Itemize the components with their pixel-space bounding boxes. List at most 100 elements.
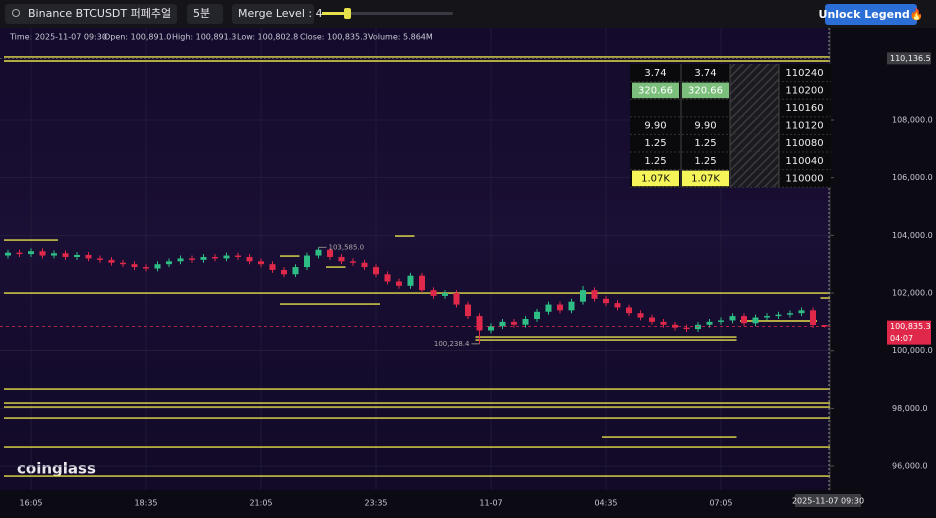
orderbook-cell: 3.74 — [644, 68, 666, 79]
candle-body — [108, 259, 115, 263]
candle-body — [810, 310, 816, 326]
x-tick-label: 11-07 — [479, 499, 502, 508]
candle-body — [557, 304, 563, 311]
info-item: Open: 100,891.0 — [104, 33, 171, 42]
candle-body — [787, 313, 793, 315]
orderbook-cell: 1.25 — [644, 138, 666, 149]
candle-body — [430, 290, 437, 296]
price-marker-label: 110,136.5 — [890, 54, 931, 63]
orderbook-highlight — [632, 82, 679, 99]
x-tick-label: 23:35 — [364, 499, 387, 508]
orderbook-cell: 110160 — [785, 103, 823, 114]
y-tick-label: 106,000.0 — [892, 173, 933, 182]
orderbook-cell: 110040 — [785, 156, 823, 167]
orderbook-cell: 1.07K — [691, 173, 720, 184]
candle-body — [154, 264, 161, 269]
y-tick-label: 104,000.0 — [892, 231, 933, 240]
candle-body — [246, 256, 253, 262]
candle-body — [28, 251, 34, 255]
candle-body — [752, 317, 759, 324]
slider-fill — [322, 12, 348, 15]
orderbook-cell: 110120 — [785, 121, 823, 132]
candle-body — [442, 293, 448, 296]
candle-body — [649, 317, 655, 322]
min-label: 100,238.4 — [434, 340, 470, 348]
candle-body — [741, 316, 747, 324]
x-tick-label: 21:05 — [249, 499, 272, 508]
slider-handle[interactable] — [344, 8, 351, 19]
orderbook-cell: 320.66 — [638, 85, 673, 96]
time-box — [795, 494, 861, 507]
orderbook-cell: 9.90 — [644, 121, 666, 132]
orderbook-cell: 110200 — [785, 85, 823, 96]
x-tick-label: 07:05 — [709, 499, 732, 508]
candle-body — [407, 275, 414, 286]
candle-body — [200, 256, 207, 260]
orderbook-highlight — [682, 170, 729, 187]
candle-body — [660, 321, 667, 325]
y-tick-label: 108,000.0 — [892, 115, 933, 124]
candle-body — [488, 326, 494, 331]
candle-body — [166, 261, 172, 265]
watermark: coinglass — [17, 460, 96, 478]
candle-body — [327, 249, 333, 257]
x-tick-label: 16:05 — [19, 499, 42, 508]
candle-body — [637, 313, 644, 318]
orderbook-cell: 1.25 — [694, 138, 716, 149]
symbol: Binance BTCUSDT 퍼페추얼 — [28, 6, 171, 20]
orderbook-cell: 110080 — [785, 138, 823, 149]
candle-body — [419, 275, 425, 291]
candle-body — [177, 258, 184, 262]
candle-body — [821, 325, 828, 327]
last-price-label: 100,835.3 — [890, 322, 931, 331]
orderbook-cell: 320.66 — [688, 85, 723, 96]
candle-body — [85, 254, 92, 259]
candle-body — [51, 253, 57, 256]
orderbook-highlight — [682, 82, 729, 99]
unlock-button[interactable] — [825, 4, 917, 25]
candle-body — [223, 255, 230, 259]
candle-body — [511, 321, 517, 325]
hatch-cell — [730, 152, 779, 170]
candle-body — [315, 249, 322, 256]
candle-body — [258, 261, 264, 265]
hatch-cell — [730, 81, 779, 100]
slider-track[interactable] — [322, 12, 453, 15]
x-tick-label: 04:35 — [594, 499, 617, 508]
candle-body — [338, 256, 345, 262]
candle-body — [545, 304, 552, 312]
info-item: Volume: 5.864M — [368, 33, 433, 42]
candle-body — [706, 321, 713, 325]
candle-body — [534, 311, 540, 319]
candle-body — [775, 314, 782, 317]
x-tick-label: 18:35 — [134, 499, 157, 508]
candle-body — [522, 318, 529, 325]
candle-body — [350, 261, 356, 263]
info-item: Time: 2025-11-07 09:30 — [9, 33, 107, 42]
candle-body — [97, 258, 103, 260]
candle-body — [764, 316, 770, 318]
candle-body — [591, 290, 598, 299]
orderbook-cell: 9.90 — [694, 121, 716, 132]
search-icon — [12, 9, 20, 17]
candle-body — [212, 256, 218, 259]
orderbook-cell: 3.74 — [694, 68, 716, 79]
symbol-search[interactable] — [5, 4, 177, 24]
candle-body — [5, 252, 11, 256]
candle-body — [798, 310, 805, 314]
candle-body — [603, 298, 609, 304]
orderbook-cell: 1.25 — [644, 156, 666, 167]
candle-body — [729, 316, 736, 321]
unlock-label: Unlock Legend🔥 — [819, 8, 924, 21]
orderbook-cell: 110000 — [785, 173, 823, 184]
candle-body — [39, 251, 46, 256]
interval-select[interactable] — [187, 4, 223, 24]
candle-body — [292, 267, 299, 275]
interval: 5분 — [193, 7, 210, 20]
price-marker-box — [887, 52, 931, 65]
candle-body — [189, 258, 195, 260]
y-tick-label: 100,000.0 — [892, 346, 933, 355]
merge-select[interactable] — [232, 4, 314, 24]
candle-body — [718, 320, 724, 322]
